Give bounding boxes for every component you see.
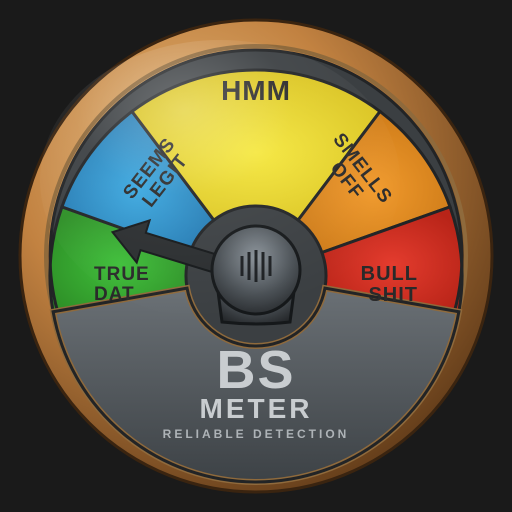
zone-label-4: BULLSHIT	[361, 263, 418, 306]
meter-title: BS	[216, 340, 295, 400]
bs-meter-gauge: TRUEDATSEEMSLEGITHMMSMELLSOFFBULLSHIT BS…	[0, 0, 512, 512]
meter-tagline: RELIABLE DETECTION	[163, 427, 350, 441]
gloss	[40, 40, 400, 320]
meter-subtitle: METER	[200, 393, 313, 424]
